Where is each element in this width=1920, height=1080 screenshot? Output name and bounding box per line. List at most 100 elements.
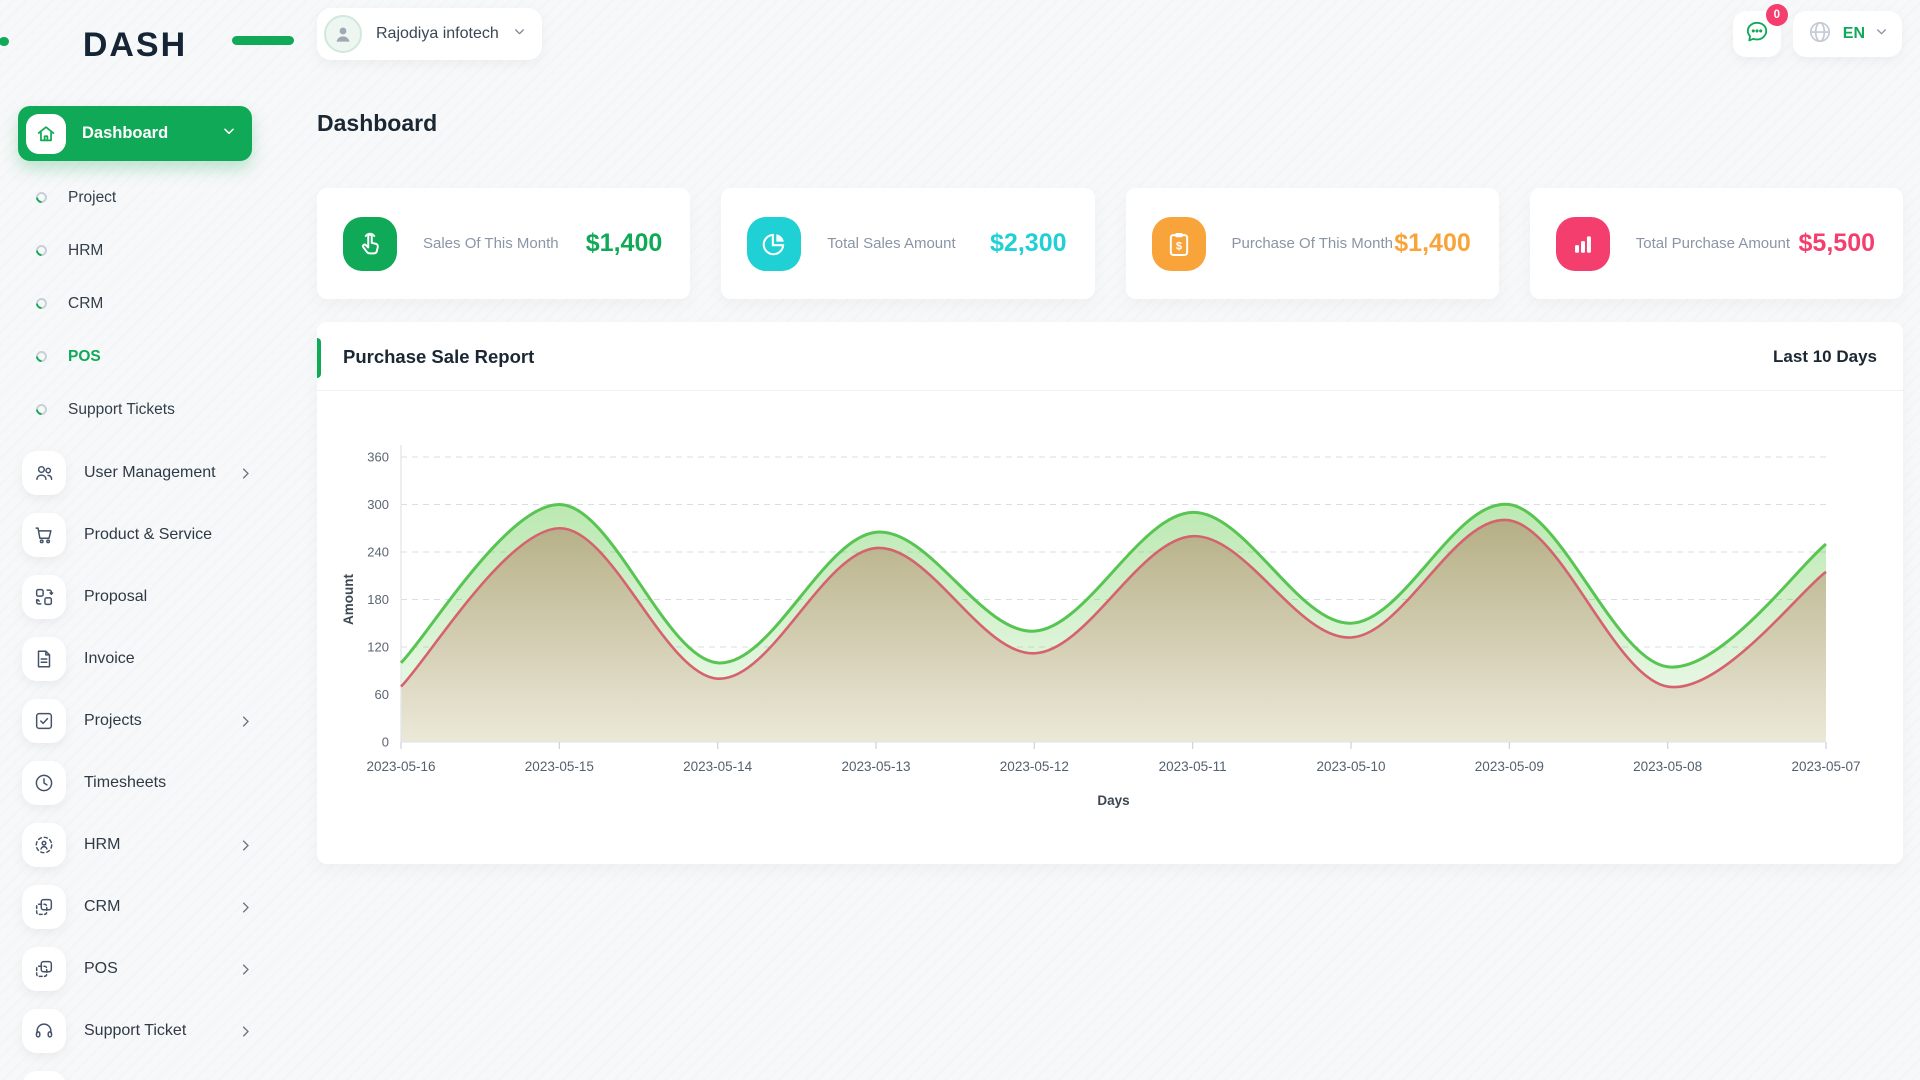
chevron-right-icon	[238, 962, 253, 977]
stat-label: Sales Of This Month	[423, 235, 559, 252]
svg-text:0: 0	[382, 735, 389, 750]
sidebar-item-pos[interactable]: POS	[0, 938, 270, 1000]
report-header: Purchase Sale Report Last 10 Days	[317, 322, 1903, 391]
chevron-right-icon	[238, 714, 253, 729]
svg-text:2023-05-11: 2023-05-11	[1159, 759, 1227, 774]
chevron-down-icon	[1875, 25, 1888, 43]
proposal-icon	[22, 575, 66, 619]
sidebar-main-nav: User Management Product & Service Proposal…	[0, 442, 270, 1080]
sidebar-item-product-service[interactable]: Product & Service	[0, 504, 270, 566]
svg-text:120: 120	[367, 640, 389, 655]
sidebar-item-proposal[interactable]: Proposal	[0, 566, 270, 628]
sidebar-subitem-support-tickets[interactable]: Support Tickets	[0, 383, 270, 436]
company-avatar	[324, 15, 362, 53]
report-title: Purchase Sale Report	[343, 346, 535, 367]
sidebar-item-invoice[interactable]: Invoice	[0, 628, 270, 690]
bullet-ring-icon	[33, 242, 50, 259]
headset-icon	[22, 1009, 66, 1053]
brand-logo[interactable]: DASH	[0, 22, 294, 68]
clipboard-dollar-icon: $	[1151, 216, 1206, 271]
sidebar-subitem-crm[interactable]: CRM	[0, 277, 270, 330]
bullet-ring-icon	[33, 295, 50, 312]
report-range-label: Last 10 Days	[1773, 347, 1877, 366]
dashboard-subnav: Project HRM CRM POS Support Tickets	[0, 171, 270, 436]
sidebar-item-label: Invoice	[84, 650, 135, 667]
stat-value: $1,400	[585, 229, 663, 257]
sidebar-item-label: Proposal	[84, 588, 148, 605]
tap-icon	[343, 216, 397, 271]
stat-label: Total Purchase Amount	[1635, 235, 1791, 252]
chevron-down-icon	[513, 25, 526, 43]
check-square-icon	[22, 699, 66, 743]
sidebar-item-label: Product & Service	[84, 526, 213, 543]
stat-value: $5,500	[1798, 229, 1875, 257]
logo-dot-accent	[0, 37, 9, 46]
svg-text:$: $	[1175, 240, 1181, 252]
sidebar: DASH Dashboard Project HRM CRM POS Support T…	[0, 0, 294, 1080]
sidebar-item-timesheets[interactable]: Timesheets	[0, 752, 270, 814]
sidebar-subitem-label: POS	[68, 347, 101, 365]
chevron-right-icon	[238, 838, 253, 853]
area-chart-svg: 0 60 120 180 240 300 360 2023-05-16 2023-05-15 20…	[341, 445, 1861, 808]
svg-text:Amount: Amount	[341, 574, 356, 625]
sidebar-item-support-ticket[interactable]: Support Ticket	[0, 1000, 270, 1062]
bullet-ring-icon	[33, 348, 50, 365]
svg-text:2023-05-13: 2023-05-13	[841, 759, 910, 774]
svg-text:2023-05-12: 2023-05-12	[1000, 759, 1069, 774]
sidebar-subitem-hrm[interactable]: HRM	[0, 224, 270, 277]
cart-icon	[22, 513, 66, 557]
purchase-sale-report-card: Purchase Sale Report Last 10 Days 0 60 120…	[317, 322, 1903, 864]
brand-logo-text: DASH	[82, 25, 188, 64]
company-name: Rajodiya infotech	[376, 25, 499, 42]
home-icon	[26, 113, 66, 154]
svg-text:2023-05-15: 2023-05-15	[525, 759, 594, 774]
sidebar-item-contract[interactable]: Contract	[0, 1062, 270, 1080]
sidebar-item-label: User Management	[84, 464, 216, 481]
sidebar-subitem-label: CRM	[68, 294, 104, 312]
topbar-actions: 0 EN	[1732, 4, 1902, 57]
svg-text:180: 180	[367, 592, 389, 607]
svg-text:Days: Days	[1097, 793, 1129, 808]
svg-text:2023-05-10: 2023-05-10	[1316, 759, 1385, 774]
language-code: EN	[1842, 25, 1865, 42]
svg-text:2023-05-16: 2023-05-16	[366, 759, 435, 774]
svg-text:2023-05-14: 2023-05-14	[683, 759, 753, 774]
sidebar-subitem-project[interactable]: Project	[0, 171, 270, 224]
sidebar-item-label: Support Ticket	[84, 1022, 187, 1039]
language-selector[interactable]: EN	[1792, 11, 1902, 57]
bullet-ring-icon	[33, 401, 50, 418]
logo-dash-accent	[232, 36, 294, 45]
users-icon	[22, 451, 66, 495]
chevron-right-icon	[238, 900, 253, 915]
notification-count-badge: 0	[1765, 4, 1788, 26]
svg-text:2023-05-07: 2023-05-07	[1791, 759, 1860, 774]
company-selector[interactable]: Rajodiya infotech	[317, 8, 542, 60]
sidebar-item-dashboard[interactable]: Dashboard	[18, 106, 252, 161]
stat-card-purchase-of-this-month: $ Purchase Of This Month $1,400	[1125, 188, 1499, 299]
svg-text:2023-05-09: 2023-05-09	[1475, 759, 1544, 774]
sidebar-subitem-label: HRM	[68, 241, 104, 259]
sidebar-item-hrm[interactable]: HRM	[0, 814, 270, 876]
stats-row: Sales Of This Month $1,400 Total Sales Amo…	[317, 188, 1903, 299]
sidebar-nav: Dashboard Project HRM CRM POS Support Ticket…	[0, 106, 270, 1080]
sidebar-item-crm[interactable]: CRM	[0, 876, 270, 938]
sidebar-subitem-pos[interactable]: POS	[0, 330, 270, 383]
svg-text:300: 300	[367, 497, 389, 512]
topbar: Rajodiya infotech 0 EN	[270, 0, 1920, 60]
sidebar-subitem-label: Support Tickets	[68, 400, 175, 418]
svg-text:240: 240	[367, 545, 389, 560]
stat-label: Total Sales Amount	[827, 235, 956, 252]
card-accent-bar	[317, 338, 321, 378]
page-title: Dashboard	[317, 110, 438, 136]
messages-button[interactable]: 0	[1732, 4, 1788, 57]
sidebar-item-user-management[interactable]: User Management	[0, 442, 270, 504]
sidebar-item-label: POS	[84, 960, 118, 977]
svg-text:60: 60	[375, 687, 389, 702]
bar-chart-icon	[1555, 216, 1610, 271]
sidebar-item-projects[interactable]: Projects	[0, 690, 270, 752]
main-content: Dashboard Sales Of This Month $1,400 Total…	[270, 110, 1920, 864]
contract-icon	[22, 1071, 66, 1080]
globe-icon	[1807, 19, 1833, 50]
invoice-icon	[22, 637, 66, 681]
svg-text:360: 360	[367, 450, 389, 465]
